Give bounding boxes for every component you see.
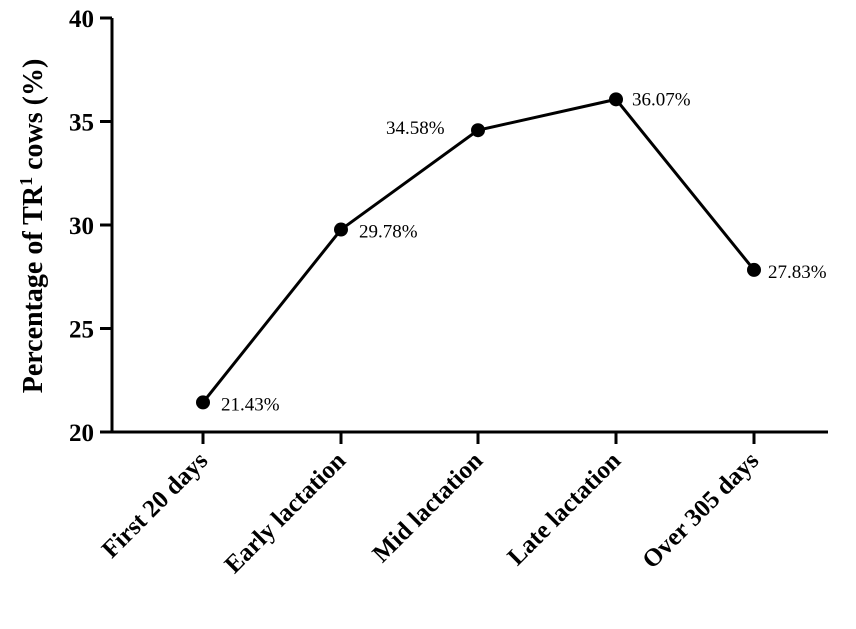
y-tick-label: 30 (69, 213, 94, 240)
y-tick-label: 25 (69, 317, 94, 344)
data-point (471, 123, 485, 138)
y-axis-label-superscript: 1 (16, 177, 36, 186)
x-axis: First 20 days Early lactation Mid lactatio… (97, 430, 828, 579)
data-label: 36.07% (632, 89, 691, 110)
series-line (201, 97, 756, 404)
x-tick-label: Mid lactation (368, 447, 489, 568)
x-tick-label: Late lactation (503, 447, 627, 571)
data-point (609, 92, 623, 107)
data-point (334, 222, 348, 237)
data-label: 34.58% (386, 118, 445, 139)
data-point (196, 395, 210, 410)
y-axis-label: Percentage of TR1 cows (%) (16, 59, 49, 394)
series-line-group (196, 92, 761, 410)
y-tick-label: 35 (69, 110, 94, 137)
data-point (747, 262, 761, 277)
y-axis: 20 25 30 35 40 (69, 6, 114, 447)
x-tick-label: First 20 days (97, 447, 214, 564)
y-axis-label-tail: cows (%) (18, 59, 49, 177)
x-tick-label: Early lactation (220, 447, 352, 579)
y-tick-label: 40 (69, 6, 94, 33)
data-labels: 21.43% 29.78% 34.58% 36.07% 27.83% (221, 89, 827, 415)
x-tick-label: Over 305 days (637, 447, 764, 574)
y-tick-label: 20 (69, 420, 94, 447)
data-label: 29.78% (359, 222, 418, 243)
y-axis-label-main: Percentage of TR (18, 185, 49, 393)
data-label: 27.83% (768, 262, 827, 283)
data-label: 21.43% (221, 394, 280, 415)
